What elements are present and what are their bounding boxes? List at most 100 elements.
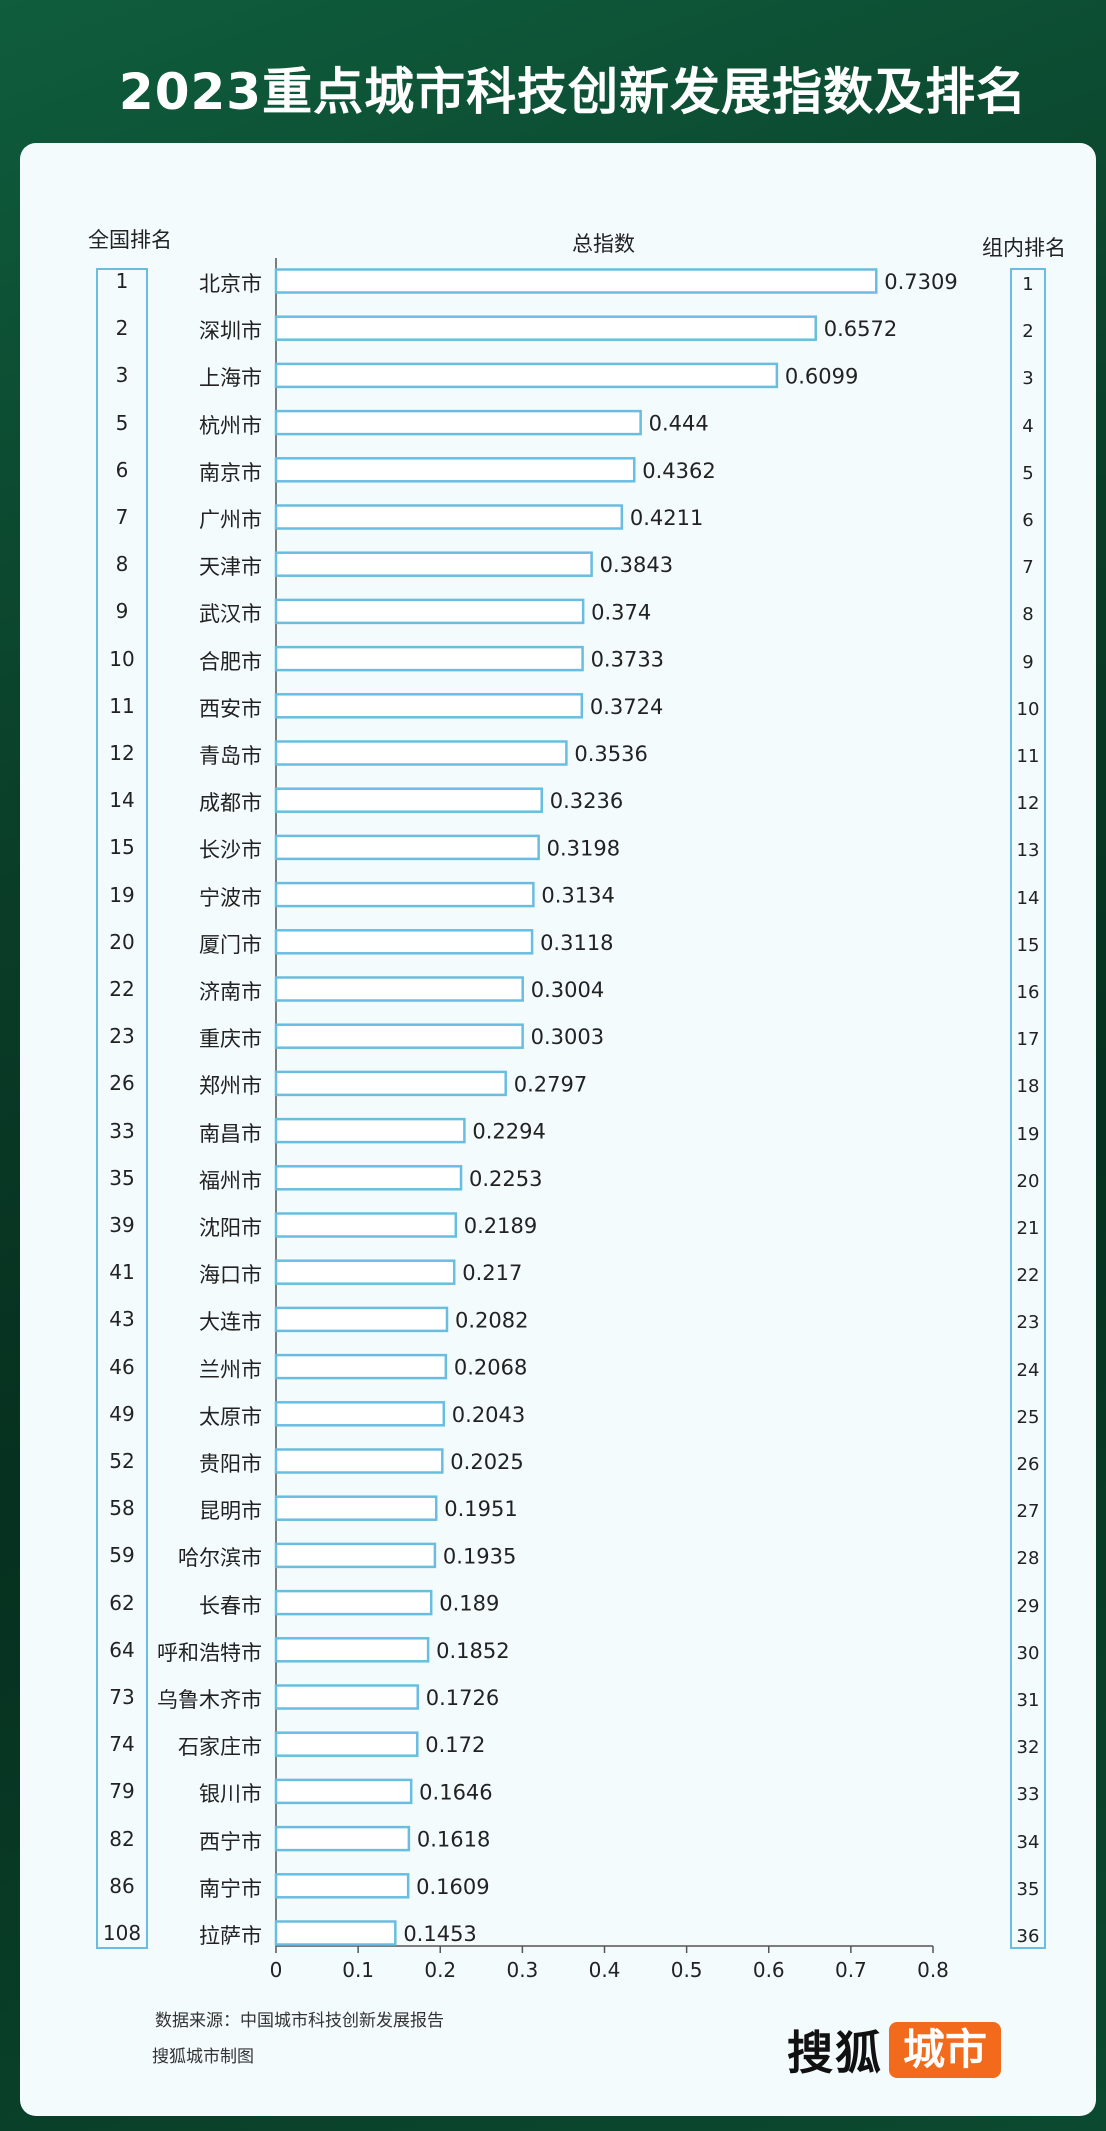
value-label: 0.217: [462, 1261, 522, 1285]
city-label: 贵阳市: [199, 1452, 262, 1476]
group-rank: 27: [1016, 1501, 1040, 1523]
city-label: 郑州市: [199, 1074, 262, 1099]
national-rank: 11: [109, 693, 135, 718]
bar: [274, 1401, 446, 1427]
city-label: 天津市: [199, 555, 262, 580]
x-tick-label: 0.6: [753, 1958, 785, 1982]
city-label: 济南市: [199, 980, 262, 1004]
national-rank: 52: [109, 1449, 135, 1473]
group-rank: 1: [1022, 274, 1034, 295]
value-label: 0.3536: [574, 742, 647, 766]
national-rank: 58: [109, 1496, 135, 1521]
group-rank: 33: [1016, 1784, 1040, 1806]
x-tick-label: 0.2: [424, 1958, 456, 1982]
national-rank-box: [96, 268, 148, 1949]
bar: [274, 1212, 458, 1238]
bar: [274, 1259, 456, 1285]
value-label: 0.3134: [541, 884, 614, 908]
bar: [274, 693, 584, 719]
city-label: 长春市: [199, 1593, 262, 1618]
group-rank: 12: [1016, 793, 1040, 815]
total-index-header: 总指数: [572, 232, 635, 256]
city-label: 海口市: [199, 1263, 262, 1288]
value-label: 0.1951: [444, 1497, 517, 1521]
national-rank: 14: [109, 788, 135, 813]
bar: [274, 362, 779, 389]
national-rank: 59: [109, 1543, 135, 1568]
national-rank: 10: [109, 646, 135, 671]
group-rank: 6: [1022, 510, 1034, 531]
group-rank: 9: [1022, 651, 1034, 673]
bar: [274, 598, 585, 625]
city-label: 深圳市: [199, 319, 262, 344]
city-label: 厦门市: [199, 932, 262, 957]
national-rank: 82: [109, 1826, 135, 1851]
group-rank: 26: [1016, 1454, 1040, 1475]
national-rank: 8: [115, 552, 129, 577]
national-rank: 79: [109, 1779, 135, 1804]
group-rank: 36: [1016, 1926, 1040, 1947]
national-rank: 1: [115, 269, 129, 293]
city-label: 西宁市: [199, 1829, 262, 1854]
bar: [274, 1495, 438, 1521]
value-label: 0.189: [439, 1592, 499, 1616]
city-label: 武汉市: [199, 602, 262, 627]
bar: [274, 881, 535, 908]
bar: [274, 1448, 444, 1474]
national-rank: 108: [102, 1921, 142, 1945]
value-label: 0.1453: [403, 1922, 476, 1946]
group-rank-header: 组内排名: [982, 236, 1066, 260]
city-label: 宁波市: [199, 885, 262, 910]
group-rank: 28: [1016, 1548, 1040, 1570]
value-label: 0.3724: [590, 695, 663, 719]
value-label: 0.3003: [531, 1025, 604, 1049]
city-label: 太原市: [199, 1404, 262, 1429]
national-rank: 15: [109, 835, 135, 860]
value-label: 0.4362: [642, 459, 715, 483]
city-label: 北京市: [199, 272, 262, 296]
bar: [274, 315, 817, 341]
value-label: 0.172: [425, 1733, 485, 1757]
value-label: 0.1935: [443, 1544, 516, 1568]
city-label: 广州市: [199, 508, 262, 532]
value-label: 0.3118: [540, 931, 613, 955]
bar: [274, 1778, 413, 1805]
value-label: 0.2068: [454, 1356, 527, 1380]
city-label: 成都市: [199, 791, 262, 816]
value-label: 0.2294: [472, 1120, 545, 1144]
group-rank: 32: [1016, 1737, 1040, 1759]
group-rank: 10: [1016, 698, 1040, 720]
city-label: 长沙市: [199, 838, 262, 863]
national-rank: 12: [109, 741, 135, 765]
national-rank: 23: [109, 1024, 135, 1049]
group-rank: 34: [1016, 1831, 1040, 1853]
bar: [274, 551, 593, 577]
national-rank: 41: [109, 1260, 135, 1285]
chart-credit: 搜狐城市制图: [152, 2047, 254, 2067]
group-rank: 21: [1016, 1218, 1040, 1239]
bar: [274, 1684, 419, 1710]
bar: [274, 1165, 463, 1191]
data-source: 数据来源：中国城市科技创新发展报告: [155, 2011, 444, 2031]
group-rank: 8: [1022, 604, 1034, 626]
bar: [274, 787, 544, 813]
group-rank: 30: [1016, 1642, 1040, 1664]
logo-tag: 城市: [889, 2022, 1002, 2078]
bar: [274, 1117, 466, 1144]
x-tick-label: 0.7: [835, 1958, 867, 1982]
value-label: 0.1852: [436, 1639, 509, 1663]
bar: [274, 1589, 433, 1616]
city-label: 上海市: [199, 366, 262, 391]
bar: [274, 1023, 524, 1049]
national-rank: 74: [109, 1732, 135, 1757]
value-label: 0.6572: [824, 317, 897, 341]
city-label: 重庆市: [199, 1027, 262, 1052]
value-label: 0.3004: [531, 978, 604, 1002]
city-label: 合肥市: [199, 649, 262, 674]
bar: [274, 929, 534, 955]
city-label: 大连市: [199, 1310, 262, 1335]
national-rank: 3: [115, 363, 129, 388]
group-rank: 5: [1022, 462, 1034, 484]
group-rank: 24: [1016, 1359, 1040, 1381]
